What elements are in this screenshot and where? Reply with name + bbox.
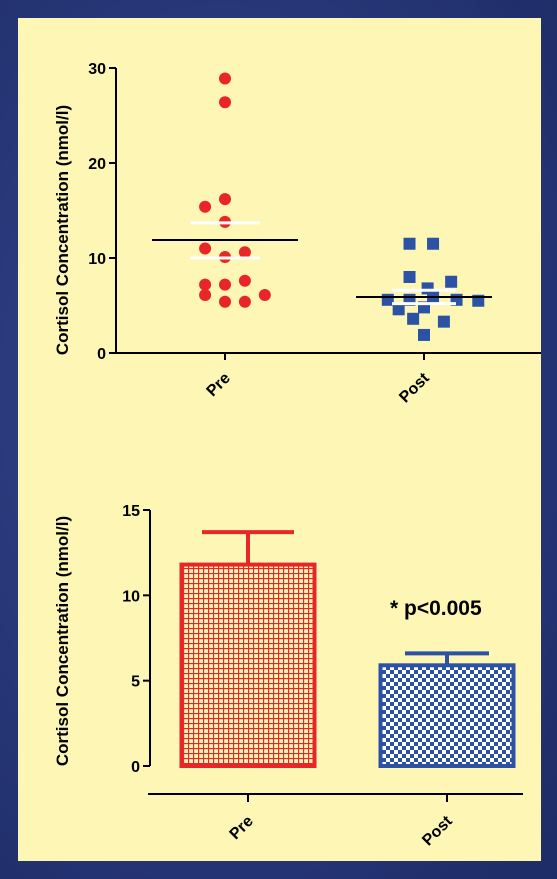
- series-post: [356, 237, 492, 341]
- data-point: [219, 295, 231, 308]
- data-point: [199, 242, 212, 255]
- bar-pre: [179, 562, 317, 769]
- data-point: [199, 289, 212, 302]
- data-point: [219, 193, 231, 206]
- y-axis-label: Cortisol Concentration (nmol/l): [53, 105, 72, 355]
- data-points: [152, 72, 492, 341]
- data-point: [238, 274, 251, 287]
- chart-panel: Cortisol Concentration (nmol/l) 0 10 20 30 P…: [18, 18, 541, 861]
- data-point: [238, 246, 251, 259]
- data-point: [219, 278, 231, 291]
- data-point: [418, 328, 430, 341]
- y-tick-label: 30: [88, 61, 106, 78]
- y-tick-label: 10: [88, 251, 106, 268]
- axes: 0 10 20 30 Pre Post: [88, 61, 541, 406]
- x-tick-label: Post: [396, 369, 433, 406]
- x-tick-label: Post: [419, 812, 456, 849]
- data-point: [437, 315, 450, 328]
- data-point: [445, 275, 458, 288]
- y-axis-label: Cortisol Concentration (nmol/l): [53, 516, 72, 766]
- data-point: [219, 72, 231, 85]
- y-tick-label: 15: [122, 503, 140, 520]
- x-tick-label: Pre: [227, 813, 257, 843]
- data-point: [199, 200, 212, 213]
- scatter-chart: Cortisol Concentration (nmol/l) 0 10 20 30 P…: [53, 61, 541, 406]
- bars: [179, 530, 516, 769]
- data-point: [258, 289, 271, 302]
- x-tick-label: Pre: [204, 370, 234, 400]
- y-tick-label: 0: [131, 759, 140, 776]
- data-point: [407, 312, 420, 325]
- data-point: [238, 295, 251, 308]
- bar-chart: Cortisol Concentration (nmol/l) 0 5 10 15 Pr…: [53, 503, 523, 849]
- series-pre: [152, 72, 298, 308]
- significance-annotation: * p<0.005: [390, 597, 482, 620]
- data-point: [403, 271, 416, 283]
- data-point: [219, 96, 231, 109]
- chart-canvas: Cortisol Concentration (nmol/l) 0 10 20 30 P…: [53, 61, 541, 849]
- data-point: [403, 237, 416, 250]
- bar-post: [378, 663, 516, 768]
- y-tick-label: 5: [131, 674, 140, 691]
- y-tick-label: 10: [122, 588, 140, 605]
- data-point: [199, 278, 212, 291]
- y-tick-label: 0: [97, 346, 106, 363]
- data-point: [427, 237, 440, 250]
- data-point: [392, 303, 405, 316]
- y-tick-label: 20: [88, 156, 106, 173]
